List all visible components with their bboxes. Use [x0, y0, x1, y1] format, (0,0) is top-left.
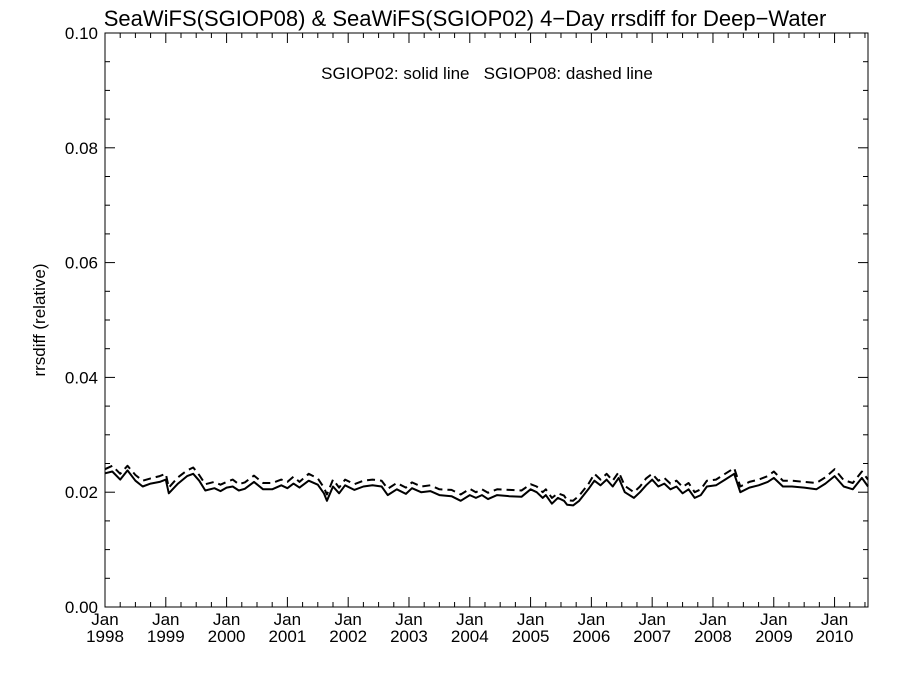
y-tick-label: 0.04 [65, 368, 98, 387]
x-tick-label-month: Jan [456, 610, 483, 629]
x-tick-label-year: 2005 [512, 627, 550, 646]
y-tick-label: 0.00 [65, 598, 98, 617]
plot-area: 0.000.020.040.060.080.10Jan1998Jan1999Ja… [65, 24, 869, 646]
x-tick-label-month: Jan [578, 610, 605, 629]
y-tick-label: 0.08 [65, 139, 98, 158]
x-tick-label-year: 1998 [86, 627, 124, 646]
x-tick-label-year: 2010 [816, 627, 854, 646]
x-tick-label-month: Jan [334, 610, 361, 629]
x-tick-label-year: 2002 [329, 627, 367, 646]
y-tick-label: 0.06 [65, 254, 98, 273]
series-line-sgiop08 [104, 464, 869, 502]
x-tick-label-year: 2003 [390, 627, 428, 646]
x-tick-label-month: Jan [760, 610, 787, 629]
y-tick-label: 0.10 [65, 24, 98, 43]
series-line-sgiop02 [104, 469, 869, 507]
plot-frame [104, 32, 869, 608]
x-tick-label-month: Jan [821, 610, 848, 629]
chart-title: SeaWiFS(SGIOP08) & SeaWiFS(SGIOP02) 4−Da… [104, 6, 827, 31]
x-tick-label-year: 2001 [268, 627, 306, 646]
x-tick-label-year: 2004 [451, 627, 489, 646]
x-tick-label-month: Jan [213, 610, 240, 629]
x-tick-label-month: Jan [395, 610, 422, 629]
x-tick-label-month: Jan [638, 610, 665, 629]
x-tick-label-month: Jan [274, 610, 301, 629]
line-style-legend: SGIOP02: solid line SGIOP08: dashed line [321, 64, 653, 83]
x-tick-label-month: Jan [152, 610, 179, 629]
y-tick-label: 0.02 [65, 483, 98, 502]
y-axis-label: rrsdiff (relative) [30, 263, 49, 376]
x-tick-label-year: 2007 [633, 627, 671, 646]
x-tick-label-year: 2006 [572, 627, 610, 646]
x-tick-label-year: 2009 [755, 627, 793, 646]
x-tick-label-year: 2000 [208, 627, 246, 646]
x-tick-label-year: 1999 [147, 627, 185, 646]
x-tick-label-year: 2008 [694, 627, 732, 646]
x-tick-label-month: Jan [91, 610, 118, 629]
x-tick-label-month: Jan [699, 610, 726, 629]
x-tick-label-month: Jan [517, 610, 544, 629]
